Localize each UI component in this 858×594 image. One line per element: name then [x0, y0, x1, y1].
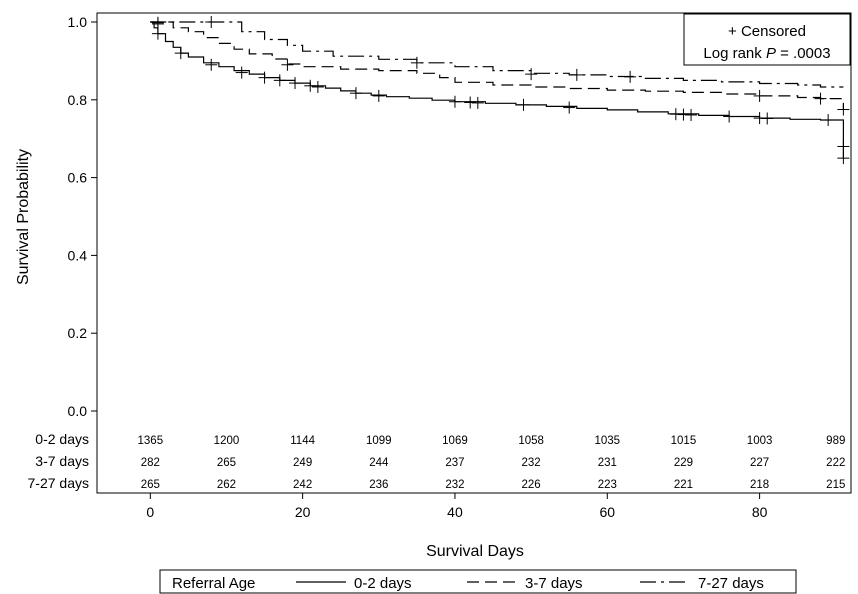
plot-frame	[96, 12, 852, 494]
risk-row-label: 7-27 days	[28, 475, 89, 491]
risk-value: 1365	[138, 435, 164, 447]
y-tick-label: 0.6	[68, 170, 88, 186]
risk-value: 1058	[518, 435, 544, 447]
risk-value: 1015	[671, 435, 697, 447]
y-tick-label: 0.4	[68, 247, 88, 263]
risk-value: 231	[598, 457, 617, 469]
legend-label: 3-7 days	[525, 575, 583, 592]
risk-value: 249	[293, 457, 312, 469]
annotation-frame	[683, 13, 851, 66]
risk-value: 1069	[442, 435, 468, 447]
risk-value: 215	[826, 479, 845, 491]
legend-items: 0-2 days 3-7 days 7-27 days	[296, 575, 764, 592]
log-rank-label: Log rank P = .0003	[703, 45, 830, 62]
risk-value: 244	[369, 457, 389, 469]
x-tick-label: 20	[295, 504, 311, 520]
risk-value: 229	[674, 457, 693, 469]
x-tick-label: 0	[146, 504, 154, 520]
y-tick-label: 1.0	[68, 14, 88, 30]
x-tick-label: 80	[752, 504, 768, 520]
risk-value: 242	[293, 479, 312, 491]
risk-value: 232	[522, 457, 541, 469]
series-line	[150, 21, 844, 88]
risk-value: 223	[598, 479, 617, 491]
censored-label: + Censored	[728, 23, 806, 40]
legend: Referral Age 0-2 days 3-7 days 7-27 days	[159, 569, 797, 594]
risk-value: 262	[217, 479, 236, 491]
log-rank-prefix: Log rank	[703, 45, 766, 62]
risk-value: 236	[369, 479, 388, 491]
risk-value: 237	[445, 457, 464, 469]
risk-value: 227	[750, 457, 769, 469]
risk-value: 282	[141, 457, 160, 469]
risk-value: 1200	[214, 435, 240, 447]
annotation-box: + Censored Log rank P = .0003	[683, 13, 851, 66]
x-tick-label: 60	[599, 504, 615, 520]
log-rank-p: P	[766, 45, 776, 62]
risk-value: 226	[522, 479, 541, 491]
risk-value: 265	[217, 457, 236, 469]
series-line	[150, 21, 844, 159]
risk-value: 989	[826, 435, 845, 447]
legend-label: 0-2 days	[354, 575, 412, 592]
risk-value: 1003	[747, 435, 773, 447]
x-axis-label: Survival Days	[426, 543, 524, 560]
risk-value: 232	[445, 479, 464, 491]
chart-marks: 0.0 0.2 0.4 0.6 0.8 1.0 0 20 40 60 80 0-2 days 1365 1…	[28, 14, 850, 520]
risk-value: 218	[750, 479, 769, 491]
risk-value: 265	[141, 479, 160, 491]
y-tick-label: 0.2	[68, 325, 88, 341]
risk-value: 1144	[290, 435, 315, 447]
y-axis-label: Survival Probability	[15, 149, 32, 285]
y-tick-label: 0.8	[68, 92, 88, 108]
risk-value: 1099	[366, 435, 392, 447]
y-tick-label: 0.0	[68, 403, 88, 419]
risk-value: 221	[674, 479, 693, 491]
risk-value: 1035	[594, 435, 620, 447]
legend-title: Referral Age	[172, 575, 255, 592]
risk-row-label: 3-7 days	[35, 453, 89, 469]
x-tick-label: 40	[447, 504, 463, 520]
risk-row-label: 0-2 days	[35, 431, 89, 447]
log-rank-suffix: = .0003	[776, 45, 831, 62]
series-line	[150, 21, 844, 110]
legend-label: 7-27 days	[698, 575, 764, 592]
risk-value: 222	[826, 457, 845, 469]
